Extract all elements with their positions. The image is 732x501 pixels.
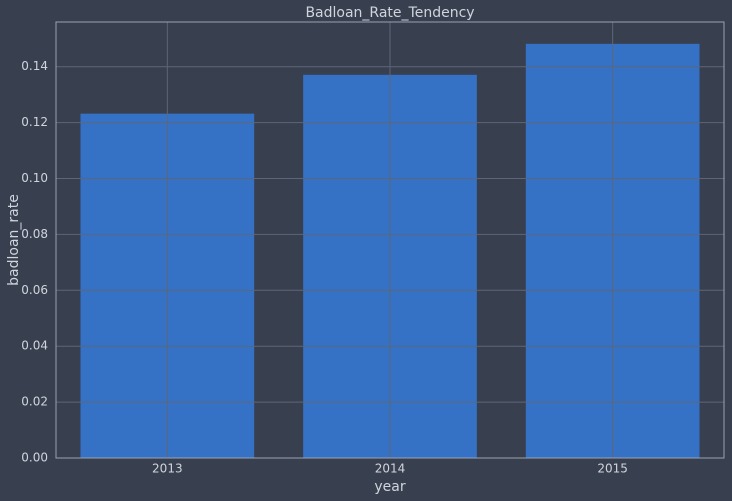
x-tick-label: 2015 xyxy=(597,462,628,476)
y-tick-label: 0.04 xyxy=(21,339,48,353)
x-tick-label: 2014 xyxy=(375,462,406,476)
x-axis-label: year xyxy=(374,479,405,495)
y-tick-label: 0.06 xyxy=(21,283,48,297)
y-tick-label: 0.10 xyxy=(21,171,48,185)
y-tick-label: 0.08 xyxy=(21,227,48,241)
chart-title: Badloan_Rate_Tendency xyxy=(305,5,474,21)
y-tick-label: 0.14 xyxy=(21,59,48,73)
y-tick-label: 0.12 xyxy=(21,115,48,129)
y-axis-label: badloan_rate xyxy=(6,194,22,286)
plot-frame xyxy=(55,21,725,459)
x-tick-label: 2013 xyxy=(152,462,183,476)
y-tick-label: 0.00 xyxy=(21,451,48,465)
y-tick-label: 0.02 xyxy=(21,395,48,409)
